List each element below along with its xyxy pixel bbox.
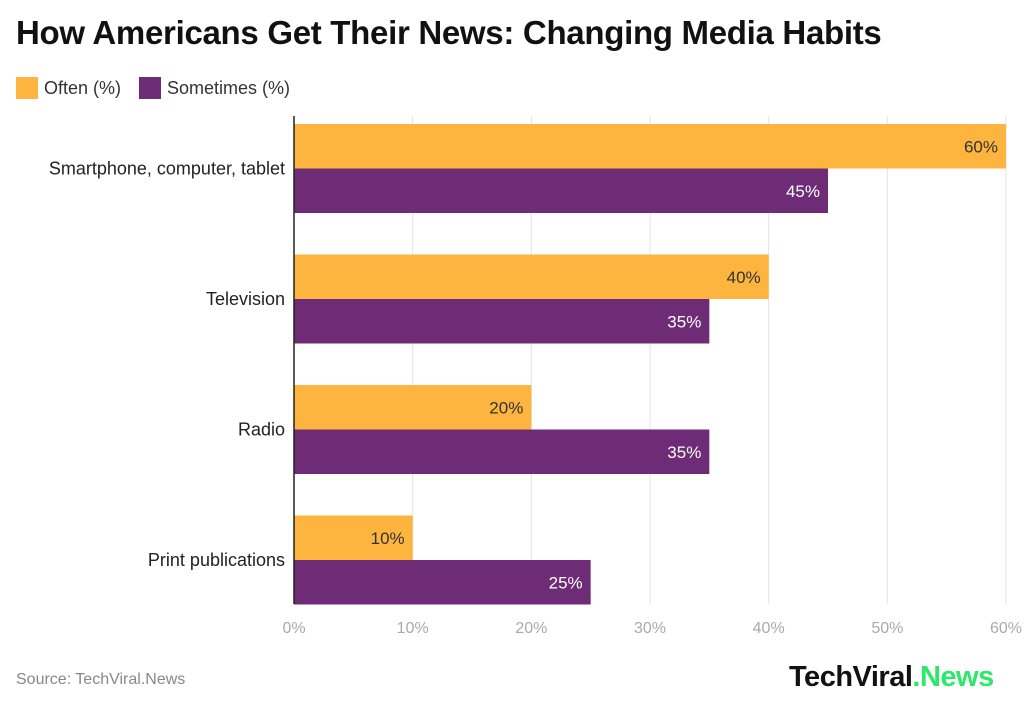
category-label: Radio	[238, 420, 285, 440]
data-label: 35%	[667, 443, 701, 462]
data-label: 35%	[667, 312, 701, 331]
data-label: 45%	[786, 182, 820, 201]
bar	[294, 124, 1006, 169]
x-tick-label: 40%	[753, 620, 785, 637]
logo-text: TechViral	[789, 661, 913, 693]
bar	[294, 560, 591, 605]
legend-item-often: Often (%)	[16, 77, 121, 99]
logo-text-accent: .News	[912, 661, 994, 693]
legend-swatch-often	[16, 77, 38, 99]
data-label: 40%	[727, 268, 761, 287]
data-label: 10%	[371, 529, 405, 548]
bar	[294, 429, 710, 474]
x-tick-label: 0%	[282, 620, 305, 637]
logo: TechViral.News	[789, 661, 994, 694]
x-tick-label: 50%	[871, 620, 903, 637]
bar	[294, 385, 532, 430]
bar	[294, 299, 710, 344]
legend-swatch-sometimes	[139, 77, 162, 99]
bar	[294, 168, 828, 213]
category-label: Television	[206, 289, 285, 309]
category-label: Print publications	[148, 550, 285, 570]
x-tick-label: 10%	[397, 620, 429, 637]
x-tick-label: 60%	[990, 620, 1022, 637]
bar	[294, 254, 769, 299]
bar	[294, 515, 413, 560]
x-tick-label: 20%	[515, 620, 547, 637]
legend-label-often: Often (%)	[44, 77, 122, 98]
source-note: Source: TechViral.News	[16, 671, 186, 688]
legend: Often (%) Sometimes (%)	[16, 77, 308, 99]
data-label: 25%	[549, 573, 583, 592]
data-label: 60%	[964, 137, 998, 156]
legend-label-sometimes: Sometimes (%)	[167, 77, 291, 98]
legend-item-sometimes: Sometimes (%)	[139, 77, 290, 99]
chart-title: How Americans Get Their News: Changing M…	[16, 14, 882, 51]
category-label: Smartphone, computer, tablet	[49, 159, 285, 179]
x-tick-label: 30%	[634, 620, 666, 637]
data-label: 20%	[489, 398, 523, 417]
